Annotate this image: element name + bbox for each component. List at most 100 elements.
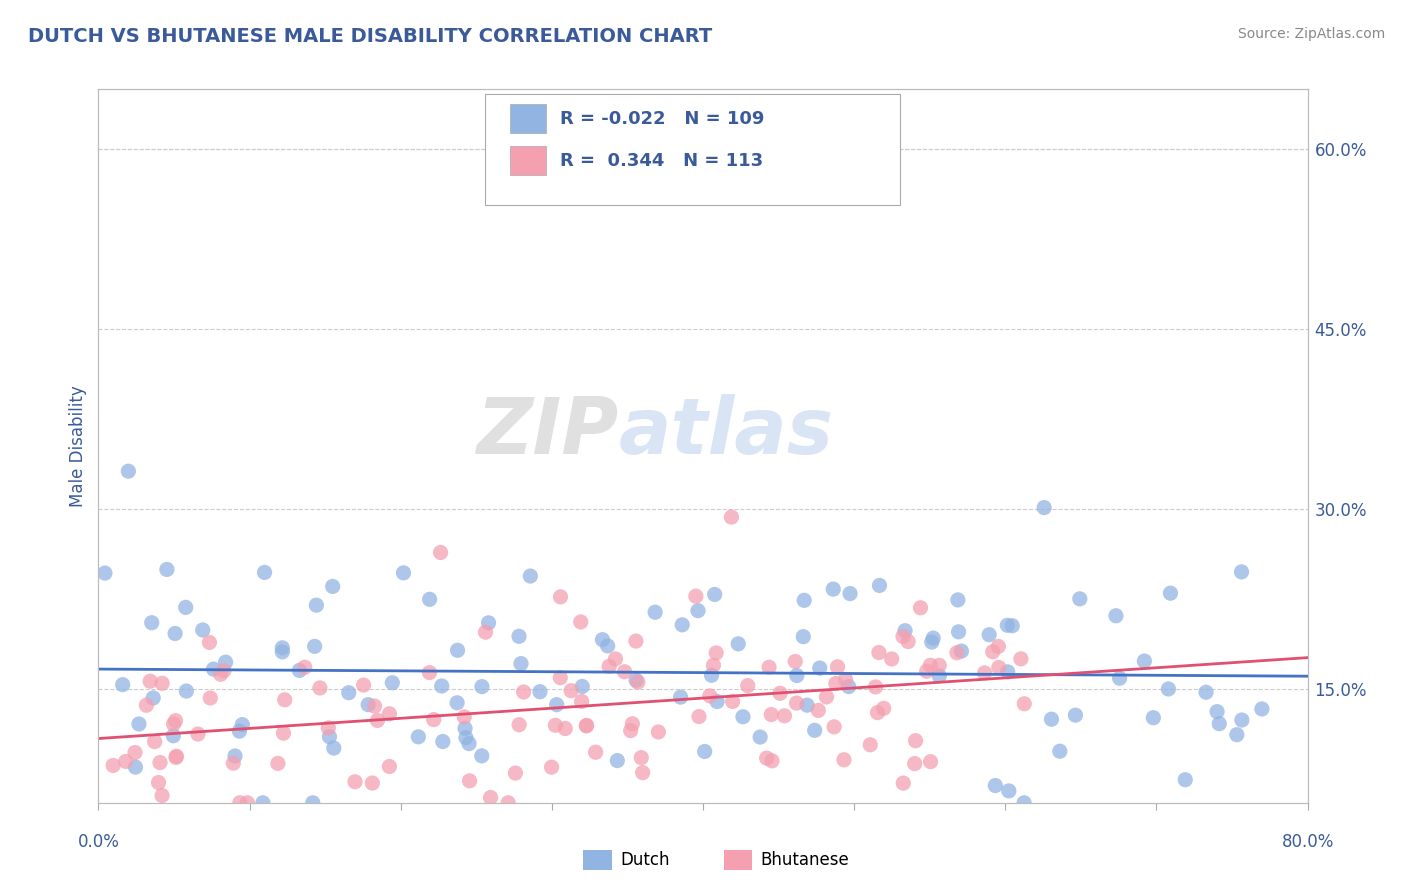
Point: [540, 760, 562, 774]
Point: [891, 629, 914, 643]
Point: [318, 730, 340, 744]
Point: [1033, 500, 1056, 515]
Point: [1010, 652, 1032, 666]
Point: [894, 624, 917, 638]
Point: [128, 717, 150, 731]
Point: [891, 776, 914, 790]
Point: [596, 639, 619, 653]
Point: [124, 746, 146, 760]
Point: [808, 661, 831, 675]
Point: [928, 658, 950, 673]
Point: [880, 652, 903, 666]
Point: [446, 643, 468, 657]
Point: [1157, 681, 1180, 696]
Point: [1206, 705, 1229, 719]
Point: [873, 701, 896, 715]
Point: [1174, 772, 1197, 787]
Point: [786, 668, 808, 682]
Point: [408, 730, 430, 744]
Point: [897, 634, 920, 648]
Point: [1014, 697, 1036, 711]
Point: [1133, 654, 1156, 668]
Point: [209, 667, 232, 681]
Point: [236, 796, 259, 810]
Point: [519, 569, 541, 583]
Point: [135, 698, 157, 713]
Point: [453, 710, 475, 724]
Point: [148, 775, 170, 789]
Point: [749, 730, 772, 744]
Point: [253, 566, 276, 580]
Point: [305, 598, 328, 612]
Point: [544, 718, 567, 732]
Point: [995, 618, 1018, 632]
Point: [987, 640, 1010, 654]
Point: [720, 510, 742, 524]
Point: [252, 796, 274, 810]
Point: [796, 698, 818, 713]
Point: [165, 750, 187, 764]
Point: [273, 726, 295, 740]
Point: [997, 665, 1019, 679]
Point: [162, 717, 184, 731]
Point: [139, 674, 162, 689]
Point: [731, 710, 754, 724]
Point: [827, 660, 849, 674]
Point: [769, 686, 792, 700]
Point: [815, 690, 838, 704]
Point: [904, 733, 927, 747]
Point: [761, 707, 783, 722]
Point: [224, 749, 246, 764]
Point: [921, 635, 943, 649]
Text: DUTCH VS BHUTANESE MALE DISABILITY CORRELATION CHART: DUTCH VS BHUTANESE MALE DISABILITY CORRE…: [28, 27, 713, 45]
Point: [202, 662, 225, 676]
Point: [458, 737, 481, 751]
Point: [446, 696, 468, 710]
Point: [706, 694, 728, 708]
Point: [150, 789, 173, 803]
Point: [825, 676, 848, 690]
Point: [1040, 712, 1063, 726]
Point: [950, 644, 973, 658]
Point: [471, 680, 494, 694]
Point: [946, 593, 969, 607]
Point: [479, 790, 502, 805]
Point: [605, 652, 627, 666]
Point: [1159, 586, 1181, 600]
Point: [624, 673, 647, 688]
Point: [721, 694, 744, 708]
Point: [823, 720, 845, 734]
Point: [998, 784, 1021, 798]
Point: [1069, 591, 1091, 606]
Point: [267, 756, 290, 771]
Point: [381, 675, 404, 690]
Point: [554, 722, 576, 736]
Point: [273, 693, 295, 707]
Point: [737, 679, 759, 693]
Point: [231, 717, 253, 731]
Text: atlas: atlas: [619, 393, 834, 470]
Point: [496, 796, 519, 810]
Point: [187, 727, 209, 741]
Point: [571, 694, 593, 708]
Point: [271, 640, 294, 655]
Point: [162, 729, 184, 743]
Point: [378, 759, 401, 773]
Point: [318, 721, 340, 735]
Point: [627, 675, 650, 690]
Point: [981, 645, 1004, 659]
Point: [727, 637, 749, 651]
Point: [621, 716, 644, 731]
Point: [322, 579, 344, 593]
Point: [212, 664, 235, 678]
Point: [143, 734, 166, 748]
Point: [198, 635, 221, 649]
Point: [422, 713, 444, 727]
Point: [569, 615, 592, 629]
Text: 80.0%: 80.0%: [1281, 833, 1334, 851]
Point: [1012, 796, 1035, 810]
Point: [191, 623, 214, 637]
Point: [141, 615, 163, 630]
Point: [671, 617, 693, 632]
Text: Bhutanese: Bhutanese: [761, 851, 849, 869]
